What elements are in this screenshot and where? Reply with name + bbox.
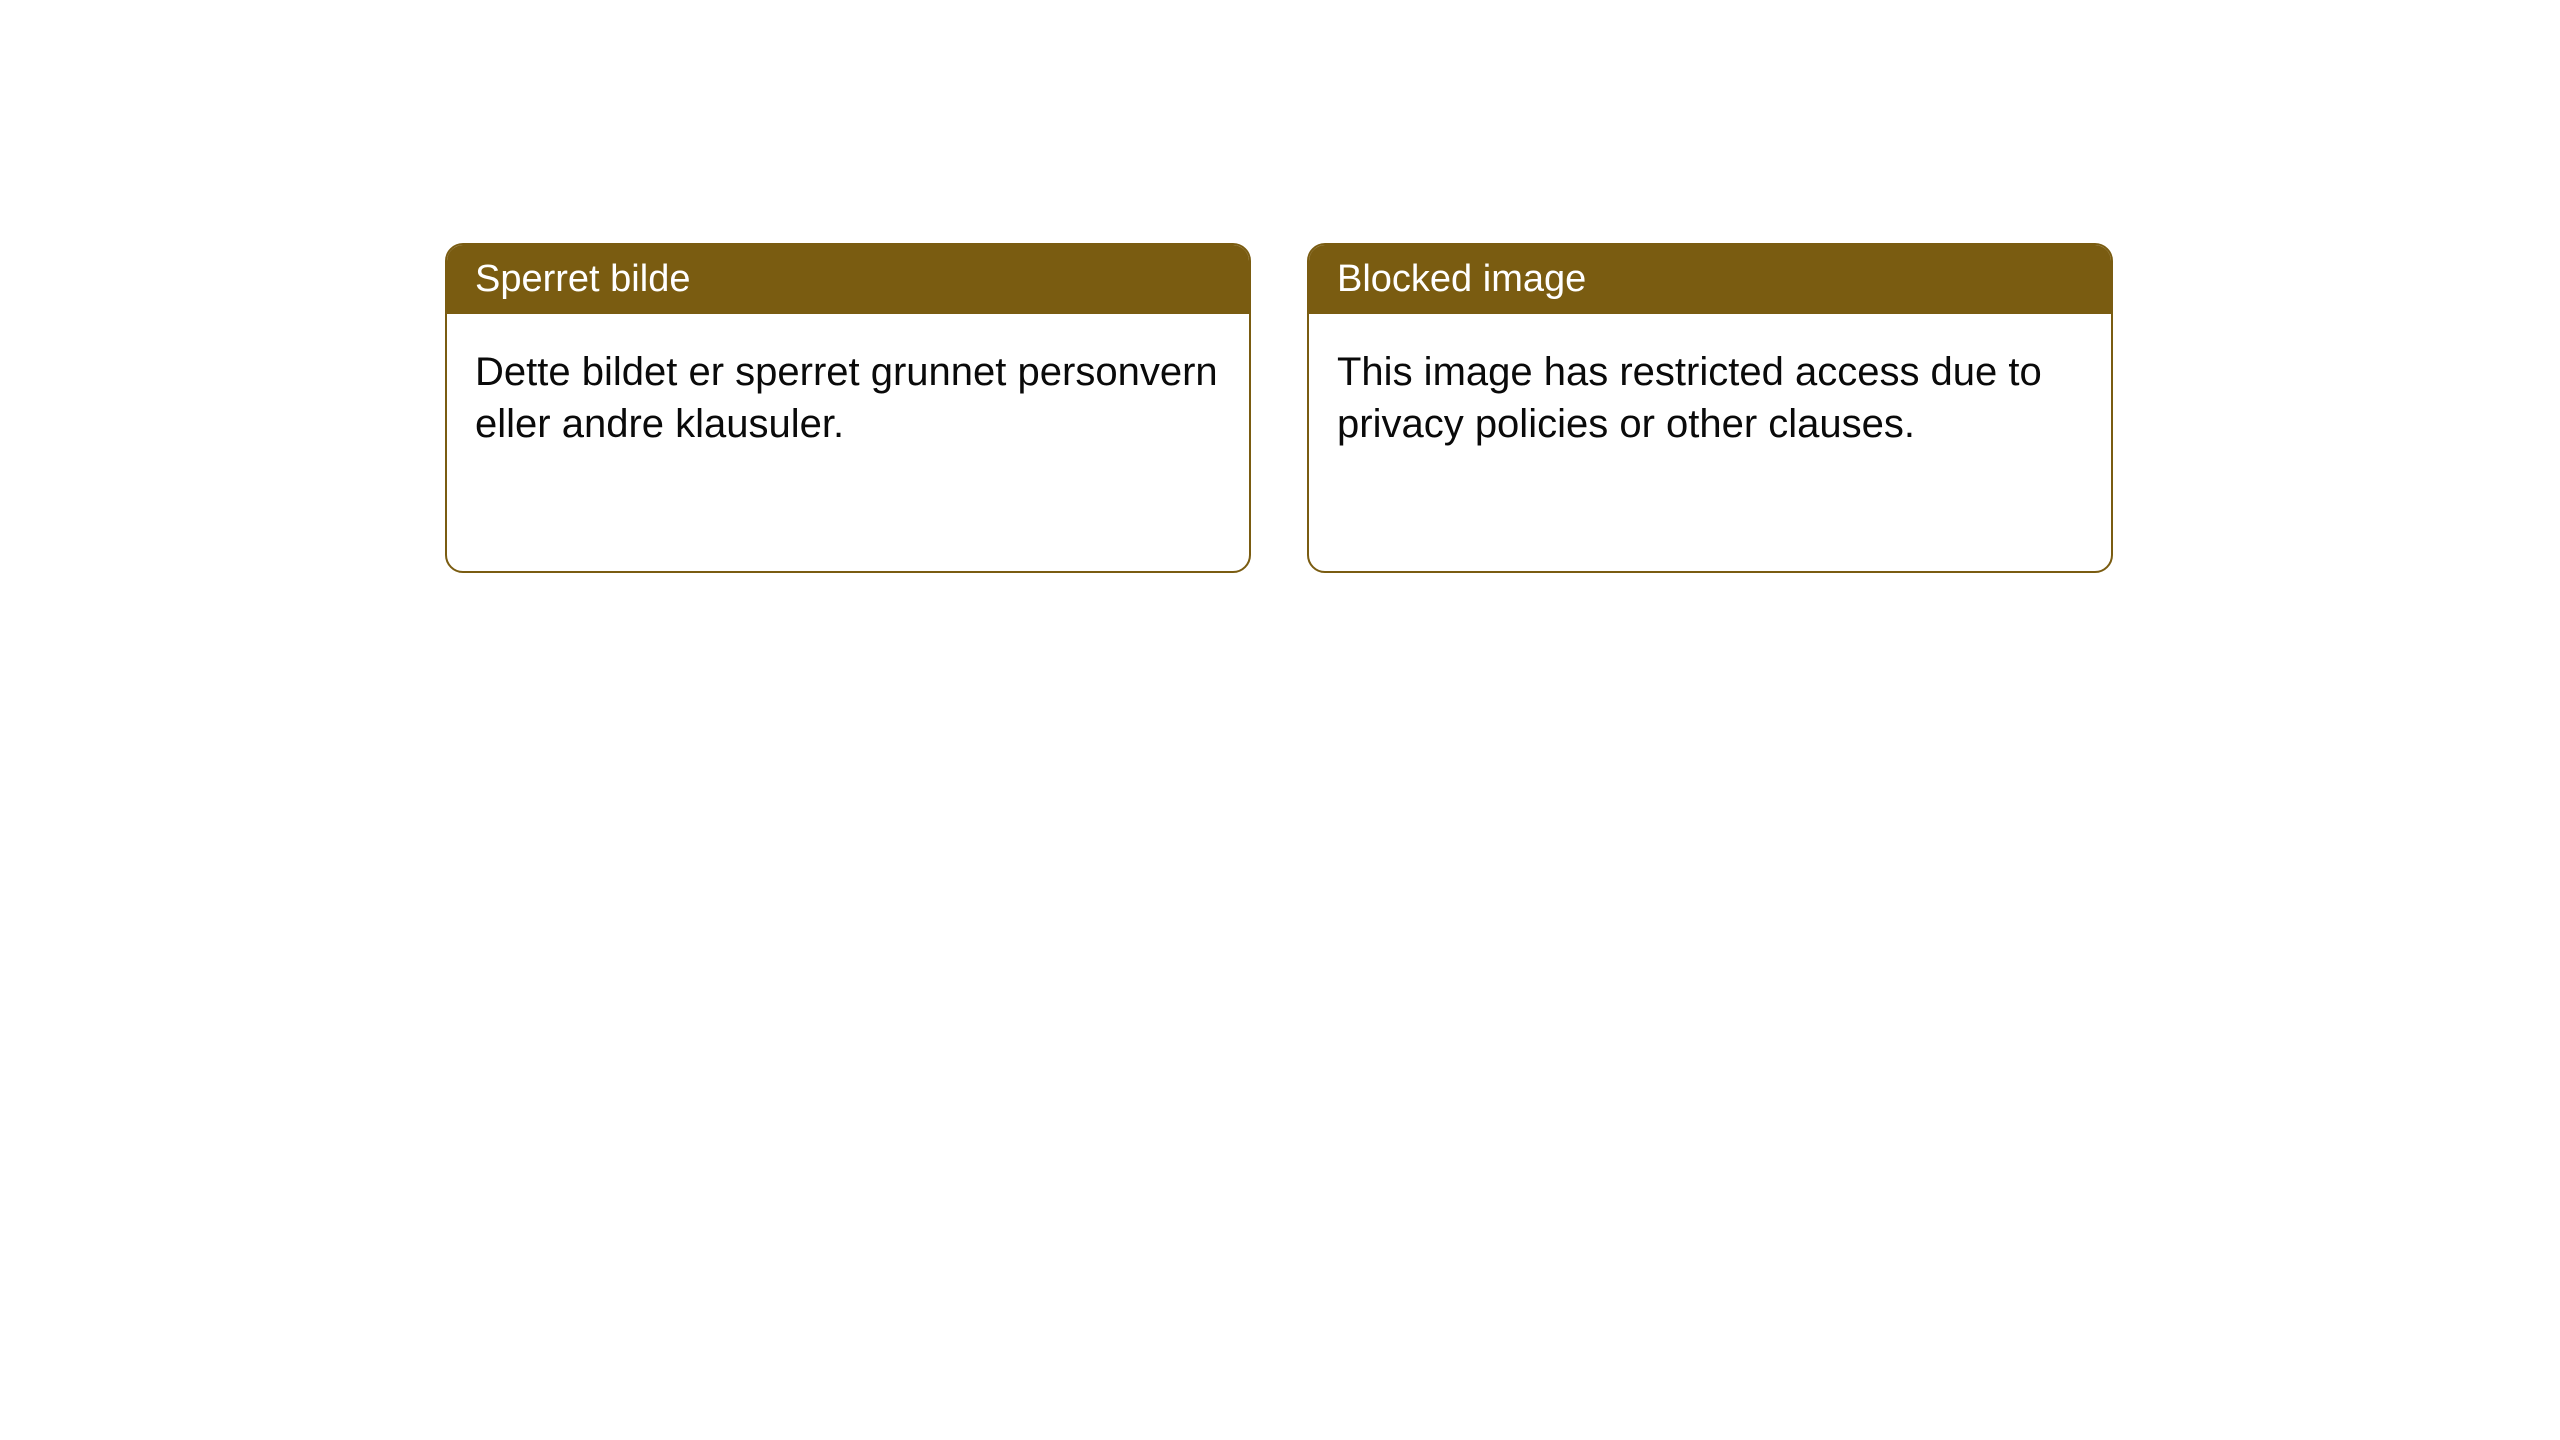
notice-header: Blocked image [1309,245,2111,314]
notice-card-norwegian: Sperret bilde Dette bildet er sperret gr… [445,243,1251,573]
notice-body-text: This image has restricted access due to … [1337,350,2042,446]
notice-body-text: Dette bildet er sperret grunnet personve… [475,350,1218,446]
notice-body: Dette bildet er sperret grunnet personve… [447,314,1249,482]
notice-card-english: Blocked image This image has restricted … [1307,243,2113,573]
notice-body: This image has restricted access due to … [1309,314,2111,482]
notice-header: Sperret bilde [447,245,1249,314]
notice-container: Sperret bilde Dette bildet er sperret gr… [445,243,2113,573]
notice-title: Blocked image [1337,258,1586,300]
notice-title: Sperret bilde [475,258,690,300]
